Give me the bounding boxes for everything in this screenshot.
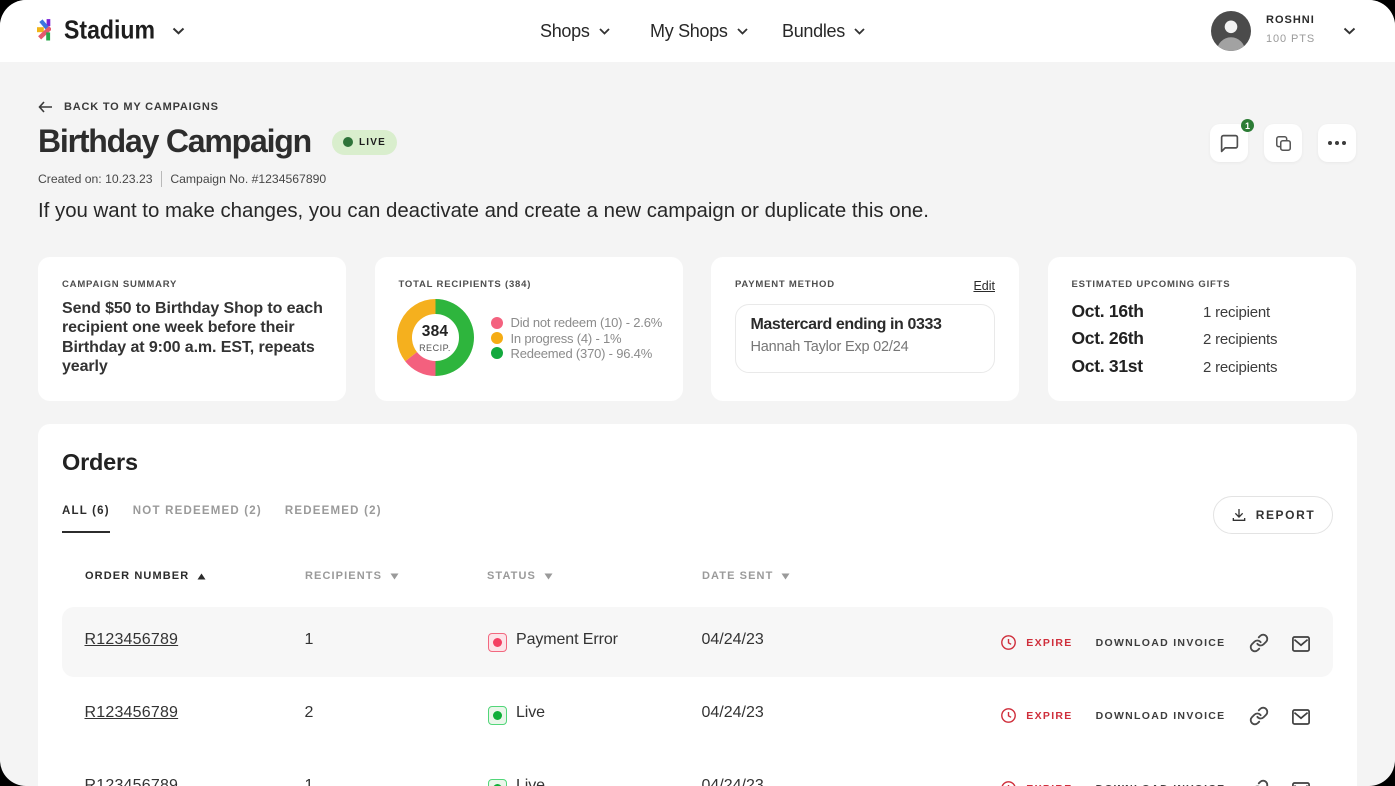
svg-text:Stadium: Stadium <box>64 15 155 45</box>
